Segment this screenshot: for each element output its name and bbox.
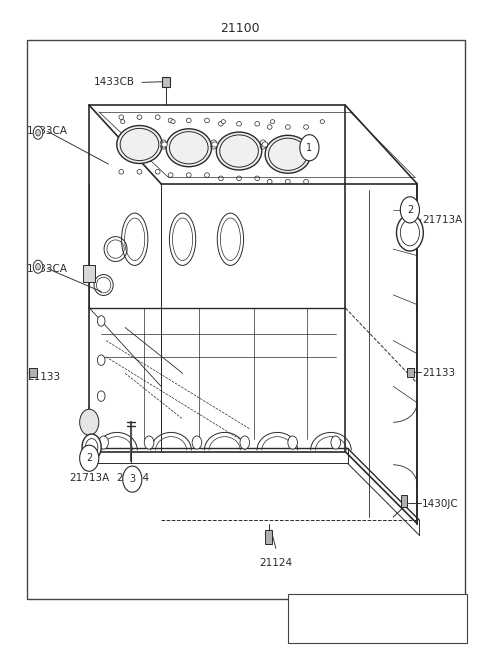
Bar xyxy=(162,77,170,87)
Circle shape xyxy=(85,439,98,456)
Circle shape xyxy=(400,196,420,223)
Text: 21124: 21124 xyxy=(259,557,292,568)
Ellipse shape xyxy=(262,142,268,147)
Bar xyxy=(288,593,468,643)
Ellipse shape xyxy=(171,120,175,124)
Text: 21133: 21133 xyxy=(422,368,455,378)
Ellipse shape xyxy=(221,120,226,124)
Circle shape xyxy=(240,436,250,449)
Text: 2: 2 xyxy=(407,205,413,215)
Ellipse shape xyxy=(216,132,262,170)
Text: 1430JC: 1430JC xyxy=(422,499,458,509)
Text: 21114: 21114 xyxy=(116,473,149,483)
Text: 3: 3 xyxy=(129,474,135,484)
Text: 21713A: 21713A xyxy=(69,473,109,483)
Ellipse shape xyxy=(166,129,212,167)
Ellipse shape xyxy=(161,142,167,147)
Text: 2: 2 xyxy=(86,453,92,463)
Ellipse shape xyxy=(120,120,125,124)
Circle shape xyxy=(80,409,99,436)
Text: 21100: 21100 xyxy=(220,22,260,35)
Ellipse shape xyxy=(320,120,324,124)
Circle shape xyxy=(288,436,298,449)
Circle shape xyxy=(99,436,108,449)
Text: THE NO.21110B : ①~③: THE NO.21110B : ①~③ xyxy=(317,627,438,638)
Bar xyxy=(401,495,407,507)
Ellipse shape xyxy=(265,136,311,174)
Circle shape xyxy=(36,263,40,270)
Bar xyxy=(29,368,37,377)
Text: 21713A: 21713A xyxy=(422,215,462,225)
Circle shape xyxy=(144,436,154,449)
Circle shape xyxy=(331,436,340,449)
Circle shape xyxy=(97,355,105,365)
Circle shape xyxy=(396,214,423,251)
Text: 1: 1 xyxy=(306,143,312,153)
Circle shape xyxy=(192,436,202,449)
Text: NOTE: NOTE xyxy=(294,608,318,617)
Circle shape xyxy=(36,130,40,136)
Circle shape xyxy=(80,445,99,472)
Ellipse shape xyxy=(270,120,275,124)
Bar xyxy=(84,265,95,282)
Circle shape xyxy=(33,260,43,273)
Text: 1433CA: 1433CA xyxy=(27,264,68,274)
Circle shape xyxy=(123,466,142,492)
Ellipse shape xyxy=(212,142,217,147)
Bar xyxy=(265,530,272,544)
Circle shape xyxy=(97,391,105,402)
Bar xyxy=(407,368,414,377)
Text: 1433CA: 1433CA xyxy=(27,126,68,136)
Circle shape xyxy=(97,316,105,326)
Ellipse shape xyxy=(117,126,162,164)
Circle shape xyxy=(400,219,420,246)
Circle shape xyxy=(300,135,319,161)
Circle shape xyxy=(33,126,43,140)
Circle shape xyxy=(82,434,101,460)
Text: 21133: 21133 xyxy=(27,371,60,381)
Text: 1433CB: 1433CB xyxy=(94,77,135,87)
